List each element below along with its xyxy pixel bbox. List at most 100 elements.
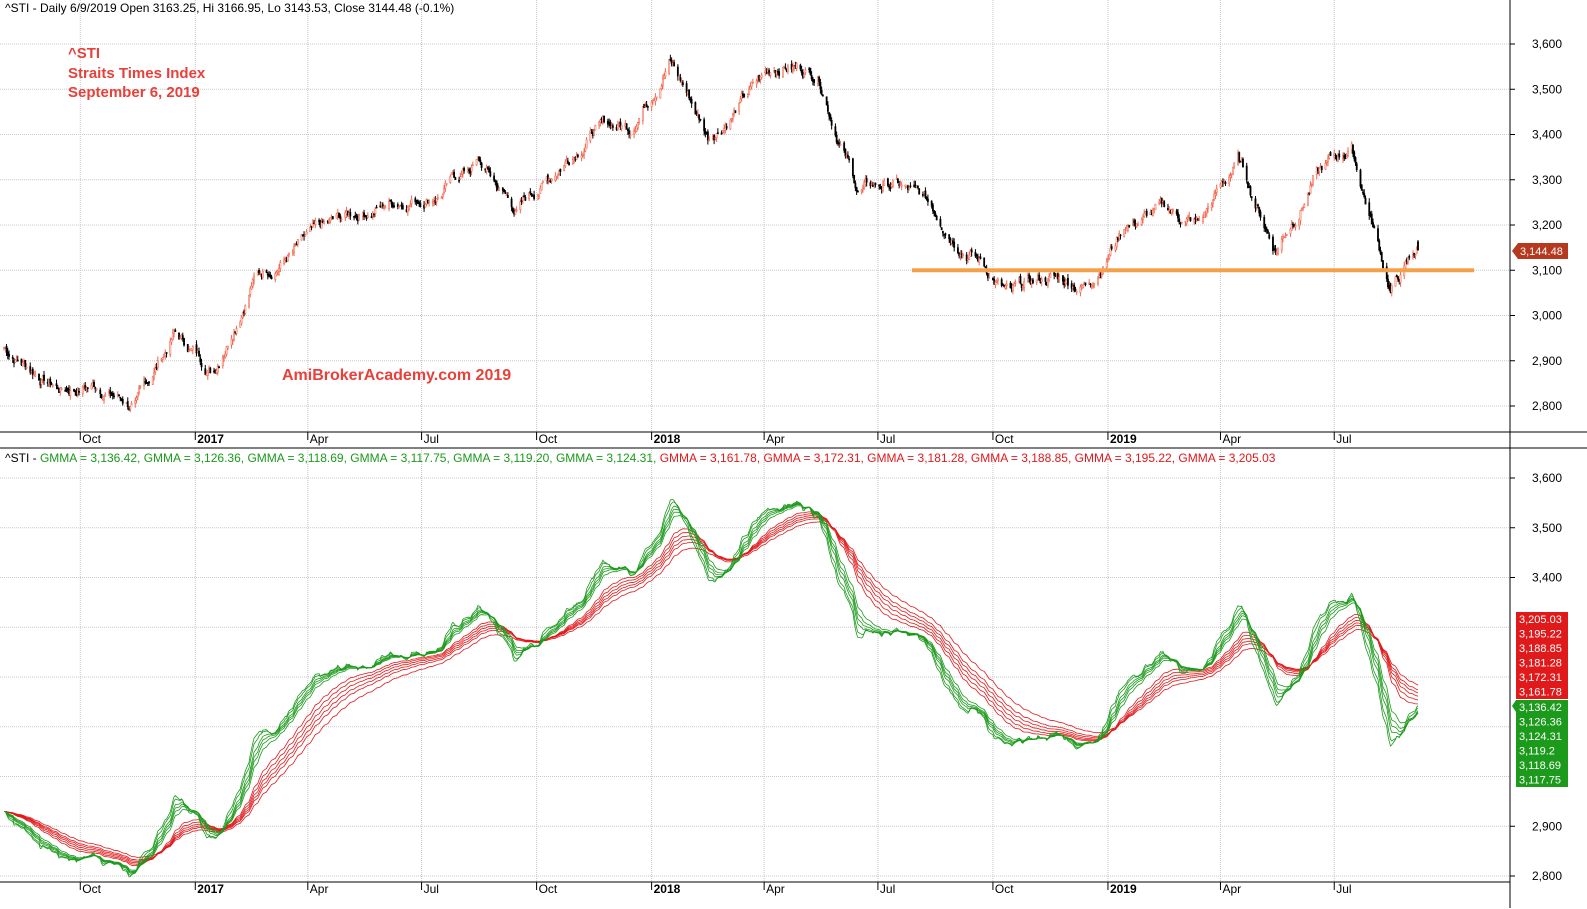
candle-up [556,173,559,177]
candle-down [478,156,480,162]
gmma-legend-item: GMMA = 3,172.31, [763,451,867,465]
candle-down [924,190,927,198]
candle-up [715,132,718,139]
gmma-fast-tag-label: 3,136.42 [1519,702,1562,714]
x-label-top: 2019 [1110,432,1137,446]
gmma-slow-line [4,515,1419,864]
candle-up [1005,283,1008,286]
candle-up [134,400,137,404]
gmma-legend-item: GMMA = 3,118.69, [247,451,350,465]
candle-down [865,178,868,183]
candle-up [1137,223,1139,226]
gmma-fast-tag [1516,700,1568,715]
candle-down [1352,144,1354,154]
candle-down [100,394,103,399]
candle-up [14,359,17,363]
candle-down [1163,201,1166,207]
candle-down [510,198,513,208]
x-label-bottom: 2019 [1110,882,1137,896]
candle-up [638,118,641,123]
candle-down [73,389,75,392]
candle-down [5,345,8,353]
candle-up [1207,206,1209,209]
candle-up [305,231,308,235]
candle-up [170,338,173,343]
candle-up [781,67,784,77]
candle-down [463,167,465,171]
candle-up [663,75,666,80]
y-label-bottom: 3,600 [1532,471,1562,485]
candle-down [119,396,122,399]
candle-up [288,252,290,255]
candle-down [1264,226,1267,230]
candle-down [11,357,14,359]
candle-down [851,158,854,177]
candle-up [1092,285,1094,287]
candle-up [1185,218,1188,224]
gmma-fast-line [3,502,1419,874]
candle-up [1205,208,1208,214]
candle-up [239,321,242,328]
candle-up [988,276,991,279]
candle-down [454,177,457,180]
candle-down [953,241,956,248]
candle-up [1108,254,1111,259]
candle-down [809,67,812,75]
candle-up [250,285,253,290]
candle-up [1312,175,1314,185]
candle-up [304,234,307,237]
candle-down [546,174,549,181]
candle-up [1203,211,1206,218]
candle-up [891,179,894,187]
candle-up [539,187,542,194]
gmma-slow-tag [1516,641,1568,656]
candle-down [825,96,828,106]
candle-up [1303,204,1306,208]
candle-up [668,59,671,74]
candle-down [685,83,688,93]
gmma-slow-tag [1516,684,1568,699]
candle-down [704,131,707,134]
candle-down [934,213,937,217]
y-label-top: 3,200 [1532,218,1562,232]
gmma-legend-item: GMMA = 3,195.22, [1075,451,1179,465]
candle-down [854,182,857,189]
y-label-bottom: 2,900 [1532,819,1562,833]
watermark: AmiBrokerAcademy.com 2019 [282,367,511,384]
candle-down [1354,157,1357,164]
gmma-fast-tag [1516,729,1568,744]
candle-down [828,112,831,117]
candle-down [878,184,881,187]
candle-up [40,380,43,385]
candle-down [363,212,365,217]
candle-up [241,312,244,319]
x-label-bottom: Apr [1222,882,1241,896]
candle-down [1038,274,1041,281]
candle-up [1229,175,1232,178]
candle-up [60,388,63,390]
candle-up [224,353,227,358]
candle-up [969,250,972,257]
candle-up [1324,162,1327,170]
x-label-bottom: Jul [880,882,895,896]
candle-up [1014,282,1017,284]
candle-down [165,352,168,354]
candle-down [1177,212,1179,219]
last-price-marker [1512,243,1568,259]
gmma-slow-tag-label: 3,181.28 [1519,658,1562,670]
gmma-fast-tag-label: 3,119.2 [1519,746,1555,758]
candle-down [1265,228,1268,232]
candle-up [1309,185,1312,194]
candle-up [1188,215,1191,218]
candle-up [803,73,806,78]
gmma-slow-tag-label: 3,188.85 [1519,643,1562,655]
candle-up [1193,218,1196,223]
candle-up [528,192,531,200]
candle-down [529,191,532,194]
candle-up [769,72,772,76]
candle-up [471,164,474,167]
x-label-bottom: 2018 [654,882,681,896]
gmma-fast-line [3,498,1419,878]
x-label-top: Oct [995,432,1014,446]
candle-up [1152,209,1154,216]
